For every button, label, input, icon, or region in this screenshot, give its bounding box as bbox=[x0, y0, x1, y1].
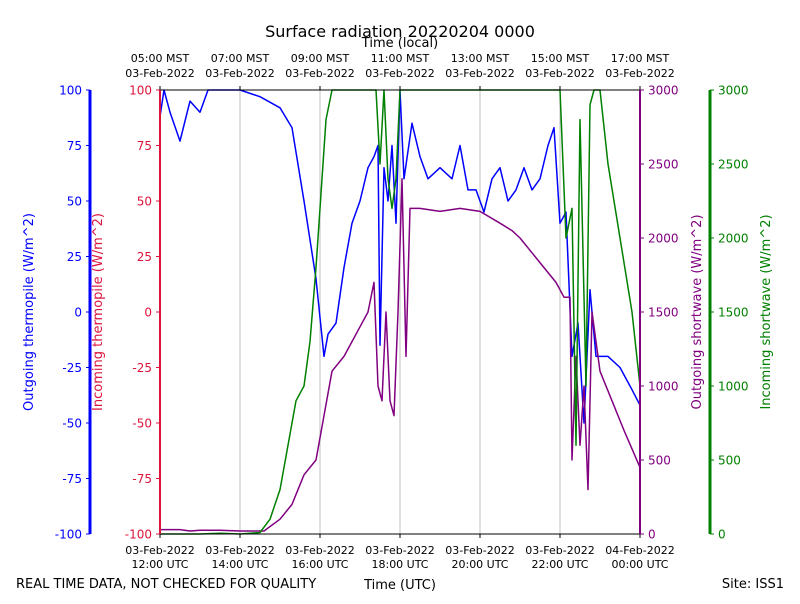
top-tick-time: 13:00 MST bbox=[451, 52, 510, 65]
quality-footer: REAL TIME DATA, NOT CHECKED FOR QUALITY bbox=[16, 577, 316, 592]
top-tick-time: 05:00 MST bbox=[131, 52, 190, 65]
bottom-tick-date: 04-Feb-2022 bbox=[605, 544, 674, 557]
bottom-tick-time: 12:00 UTC bbox=[131, 558, 188, 571]
incoming-thermopile-tick-label: 75 bbox=[137, 139, 152, 153]
incoming-shortwave-tick-label: 3000 bbox=[718, 84, 749, 98]
bottom-tick-date: 03-Feb-2022 bbox=[205, 544, 274, 557]
top-tick-time: 11:00 MST bbox=[371, 52, 430, 65]
bottom-tick-date: 03-Feb-2022 bbox=[365, 544, 434, 557]
outgoing-shortwave-tick-label: 500 bbox=[648, 454, 671, 468]
top-axis-label: Time (local) bbox=[361, 36, 438, 51]
outgoing-shortwave-tick-label: 1000 bbox=[648, 380, 679, 394]
incoming-thermopile-tick-label: -50 bbox=[132, 417, 152, 431]
bottom-tick-time: 22:00 UTC bbox=[531, 558, 588, 571]
incoming-shortwave-tick-label: 1000 bbox=[718, 380, 749, 394]
ticks-layer: 100 75 50 25 0 -25 -50 -75 -100 100 75 50 25 0 -25 -50 -… bbox=[55, 52, 749, 571]
top-tick-time: 09:00 MST bbox=[291, 52, 350, 65]
bottom-tick-time: 14:00 UTC bbox=[211, 558, 268, 571]
top-tick-date: 03-Feb-2022 bbox=[365, 67, 434, 80]
top-tick-time: 15:00 MST bbox=[531, 52, 590, 65]
series-line-incoming-shortwave bbox=[160, 89, 641, 535]
incoming-thermopile-axis-title: Incoming thermopile (W/m^2) bbox=[91, 213, 106, 411]
outgoing-thermopile-axis-title: Outgoing thermopile (W/m^2) bbox=[22, 213, 37, 411]
incoming-thermopile-tick-label: 25 bbox=[137, 250, 152, 264]
bottom-tick-time: 20:00 UTC bbox=[451, 558, 508, 571]
chart-title: Surface radiation 20220204 0000 bbox=[265, 22, 535, 41]
top-tick-time: 07:00 MST bbox=[211, 52, 270, 65]
incoming-thermopile-tick-label: 100 bbox=[129, 84, 152, 98]
incoming-shortwave-tick-label: 1500 bbox=[718, 306, 749, 320]
outgoing-thermopile-tick-label: -25 bbox=[62, 361, 82, 375]
outgoing-shortwave-tick-label: 1500 bbox=[648, 306, 679, 320]
outgoing-thermopile-tick-label: -50 bbox=[62, 417, 82, 431]
top-tick-date: 03-Feb-2022 bbox=[605, 67, 674, 80]
outgoing-shortwave-tick-label: 0 bbox=[648, 528, 656, 542]
bottom-axis-label: Time (UTC) bbox=[363, 578, 436, 593]
bottom-tick-date: 03-Feb-2022 bbox=[525, 544, 594, 557]
series-line-outgoing-thermopile bbox=[159, 89, 641, 424]
outgoing-thermopile-tick-label: 100 bbox=[59, 84, 82, 98]
incoming-shortwave-tick-label: 2000 bbox=[718, 232, 749, 246]
incoming-thermopile-tick-label: -75 bbox=[132, 472, 152, 486]
bottom-tick-time: 16:00 UTC bbox=[291, 558, 348, 571]
vertical-gridlines bbox=[239, 90, 561, 534]
top-tick-date: 03-Feb-2022 bbox=[205, 67, 274, 80]
incoming-shortwave-tick-label: 500 bbox=[718, 454, 741, 468]
outgoing-shortwave-tick-label: 2000 bbox=[648, 232, 679, 246]
bottom-tick-time: 00:00 UTC bbox=[611, 558, 668, 571]
outgoing-shortwave-tick-label: 3000 bbox=[648, 84, 679, 98]
incoming-shortwave-axis-title: Incoming shortwave (W/m^2) bbox=[759, 214, 774, 409]
incoming-shortwave-tick-label: 2500 bbox=[718, 158, 749, 172]
incoming-thermopile-tick-label: 50 bbox=[137, 195, 152, 209]
top-tick-date: 03-Feb-2022 bbox=[525, 67, 594, 80]
top-tick-date: 03-Feb-2022 bbox=[125, 67, 194, 80]
outgoing-thermopile-tick-label: -75 bbox=[62, 472, 82, 486]
outgoing-thermopile-tick-label: 50 bbox=[67, 195, 82, 209]
bottom-tick-date: 03-Feb-2022 bbox=[445, 544, 514, 557]
series-layer bbox=[159, 89, 641, 535]
incoming-shortwave-tick-label: 0 bbox=[718, 528, 726, 542]
incoming-thermopile-tick-label: -100 bbox=[125, 528, 152, 542]
outgoing-shortwave-axis-title: Outgoing shortwave (W/m^2) bbox=[690, 214, 705, 409]
incoming-thermopile-tick-label: 0 bbox=[144, 306, 152, 320]
outgoing-shortwave-tick-label: 2500 bbox=[648, 158, 679, 172]
top-tick-date: 03-Feb-2022 bbox=[445, 67, 514, 80]
top-tick-time: 17:00 MST bbox=[611, 52, 670, 65]
top-tick-date: 03-Feb-2022 bbox=[285, 67, 354, 80]
outgoing-thermopile-tick-label: 75 bbox=[67, 139, 82, 153]
site-label: Site: ISS1 bbox=[722, 577, 784, 592]
bottom-tick-time: 18:00 UTC bbox=[371, 558, 428, 571]
outgoing-thermopile-tick-label: -100 bbox=[55, 528, 82, 542]
bottom-tick-date: 03-Feb-2022 bbox=[125, 544, 194, 557]
incoming-thermopile-tick-label: -25 bbox=[132, 361, 152, 375]
outgoing-thermopile-tick-label: 0 bbox=[74, 306, 82, 320]
outgoing-thermopile-tick-label: 25 bbox=[67, 250, 82, 264]
bottom-tick-date: 03-Feb-2022 bbox=[285, 544, 354, 557]
